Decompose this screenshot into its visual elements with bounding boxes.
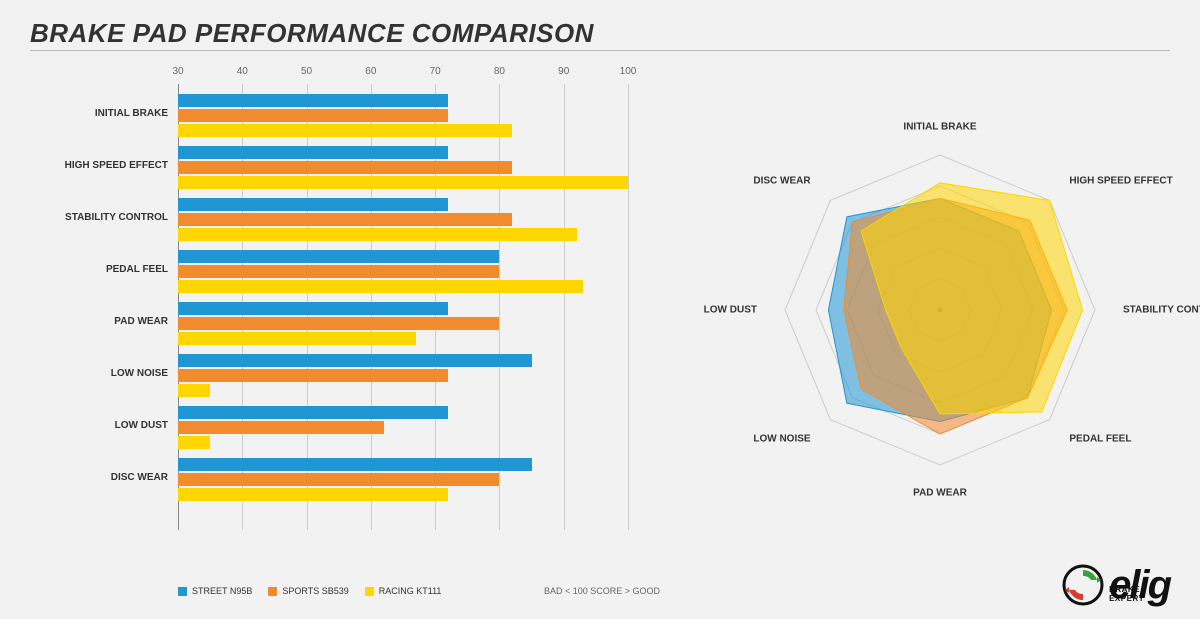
radar-axis-label: INITIAL BRAKE: [903, 122, 976, 133]
bar-chart: 30 40 50 60 70 80 90 100 INITIAL BRAKEHIGH SPEED…: [60, 60, 660, 570]
category-label: LOW DUST: [28, 420, 168, 431]
bar-street: [178, 354, 532, 367]
title-rule: [30, 50, 1170, 51]
category-label: PEDAL FEEL: [28, 264, 168, 275]
x-tick: 100: [620, 66, 637, 77]
brand-logo: elig BRAKE EXPERT: [1061, 563, 1170, 607]
legend-label: STREET N95B: [192, 586, 252, 596]
radar-axis-label: LOW DUST: [704, 305, 757, 316]
category-label: LOW NOISE: [28, 368, 168, 379]
bar-street: [178, 302, 448, 315]
bar-street: [178, 94, 448, 107]
bar-street: [178, 458, 532, 471]
bar-racing: [178, 124, 512, 137]
bar-racing: [178, 332, 416, 345]
bar-street: [178, 406, 448, 419]
category-label: STABILITY CONTROL: [28, 212, 168, 223]
x-tick: 60: [365, 66, 376, 77]
bar-sports: [178, 473, 499, 486]
category-row: HIGH SPEED EFFECT: [178, 142, 628, 194]
scale-note: BAD < 100 SCORE > GOOD: [544, 586, 660, 596]
bar-racing: [178, 436, 210, 449]
logo-subtitle: BRAKE EXPERT: [1109, 585, 1168, 603]
bar-street: [178, 250, 499, 263]
bar-street: [178, 146, 448, 159]
bar-sports: [178, 109, 448, 122]
radar-axis-label: LOW NOISE: [753, 434, 810, 445]
category-row: PAD WEAR: [178, 298, 628, 350]
legend-item-racing: RACING KT111: [365, 586, 442, 596]
legend-swatch: [268, 587, 277, 596]
legend-label: SPORTS SB539: [282, 586, 348, 596]
bar-sports: [178, 265, 499, 278]
category-label: HIGH SPEED EFFECT: [28, 160, 168, 171]
bar-sports: [178, 317, 499, 330]
bar-sports: [178, 161, 512, 174]
category-row: DISC WEAR: [178, 454, 628, 506]
legend-item-street: STREET N95B: [178, 586, 252, 596]
legend: STREET N95B SPORTS SB539 RACING KT111: [178, 586, 441, 596]
bar-sports: [178, 369, 448, 382]
radar-axis-label: PEDAL FEEL: [1069, 434, 1131, 445]
x-tick: 90: [558, 66, 569, 77]
category-row: LOW NOISE: [178, 350, 628, 402]
category-row: INITIAL BRAKE: [178, 90, 628, 142]
radar-axis-label: DISC WEAR: [753, 175, 810, 186]
radar-svg: [720, 90, 1160, 530]
logo-icon: [1061, 563, 1105, 607]
radar-axis-label: PAD WEAR: [913, 488, 967, 499]
radar-axis-label: STABILITY CONTROL: [1123, 305, 1200, 316]
bar-sports: [178, 421, 384, 434]
legend-item-sports: SPORTS SB539: [268, 586, 348, 596]
category-label: PAD WEAR: [28, 316, 168, 327]
radar-chart: INITIAL BRAKEHIGH SPEED EFFECTSTABILITY …: [720, 90, 1160, 530]
category-label: INITIAL BRAKE: [28, 108, 168, 119]
gridline: [628, 84, 629, 530]
page-title: BRAKE PAD PERFORMANCE COMPARISON: [30, 18, 594, 49]
category-row: PEDAL FEEL: [178, 246, 628, 298]
bar-racing: [178, 176, 628, 189]
bar-racing: [178, 384, 210, 397]
category-label: DISC WEAR: [28, 472, 168, 483]
legend-swatch: [365, 587, 374, 596]
x-tick: 40: [237, 66, 248, 77]
bar-plot-area: 30405060708090100INITIAL BRAKEHIGH SPEED…: [178, 84, 628, 554]
bar-racing: [178, 228, 577, 241]
x-tick: 70: [430, 66, 441, 77]
x-tick: 30: [172, 66, 183, 77]
category-row: STABILITY CONTROL: [178, 194, 628, 246]
bar-sports: [178, 213, 512, 226]
x-tick: 50: [301, 66, 312, 77]
bar-street: [178, 198, 448, 211]
bar-racing: [178, 488, 448, 501]
legend-swatch: [178, 587, 187, 596]
legend-label: RACING KT111: [379, 586, 442, 596]
radar-axis-label: HIGH SPEED EFFECT: [1069, 175, 1172, 186]
bar-racing: [178, 280, 583, 293]
x-tick: 80: [494, 66, 505, 77]
category-row: LOW DUST: [178, 402, 628, 454]
